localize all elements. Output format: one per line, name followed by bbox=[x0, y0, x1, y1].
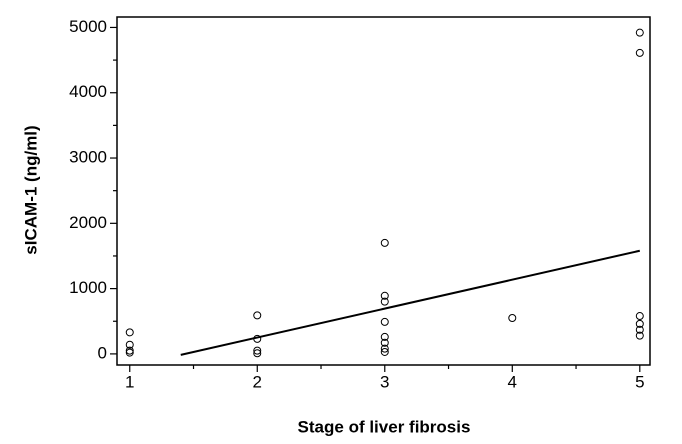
data-point bbox=[635, 28, 644, 37]
data-point bbox=[380, 317, 389, 326]
data-point bbox=[380, 347, 389, 356]
data-point bbox=[635, 325, 644, 334]
data-point bbox=[635, 331, 644, 340]
data-point bbox=[125, 340, 134, 349]
y-axis-label: sICAM-1 (ng/ml) bbox=[21, 125, 40, 254]
data-point bbox=[253, 311, 262, 320]
data-point bbox=[253, 349, 262, 358]
data-point bbox=[635, 319, 644, 328]
x-tick-label: 1 bbox=[125, 372, 134, 391]
x-tick-label: 2 bbox=[253, 372, 262, 391]
plot-frame bbox=[116, 16, 651, 366]
y-tick-label: 4000 bbox=[69, 82, 107, 101]
x-tick-label: 4 bbox=[508, 372, 517, 391]
y-tick-label: 5000 bbox=[69, 17, 107, 36]
data-point bbox=[125, 346, 134, 355]
data-point bbox=[380, 332, 389, 341]
x-tick-label: 3 bbox=[380, 372, 389, 391]
data-point bbox=[635, 48, 644, 57]
data-point bbox=[380, 238, 389, 247]
data-point bbox=[635, 312, 644, 321]
data-point bbox=[380, 338, 389, 347]
y-tick-label: 1000 bbox=[69, 278, 107, 297]
y-tick-label: 2000 bbox=[69, 213, 107, 232]
data-point bbox=[380, 344, 389, 353]
data-point bbox=[380, 291, 389, 300]
data-point bbox=[125, 348, 134, 357]
data-point bbox=[253, 346, 262, 355]
data-point bbox=[380, 297, 389, 306]
data-point bbox=[508, 313, 517, 322]
y-tick-label: 3000 bbox=[69, 148, 107, 167]
regression-line bbox=[180, 249, 641, 356]
x-tick-label: 5 bbox=[635, 372, 644, 391]
y-tick-label: 0 bbox=[98, 343, 107, 362]
x-axis-label: Stage of liver fibrosis bbox=[298, 417, 471, 436]
data-point bbox=[125, 328, 134, 337]
